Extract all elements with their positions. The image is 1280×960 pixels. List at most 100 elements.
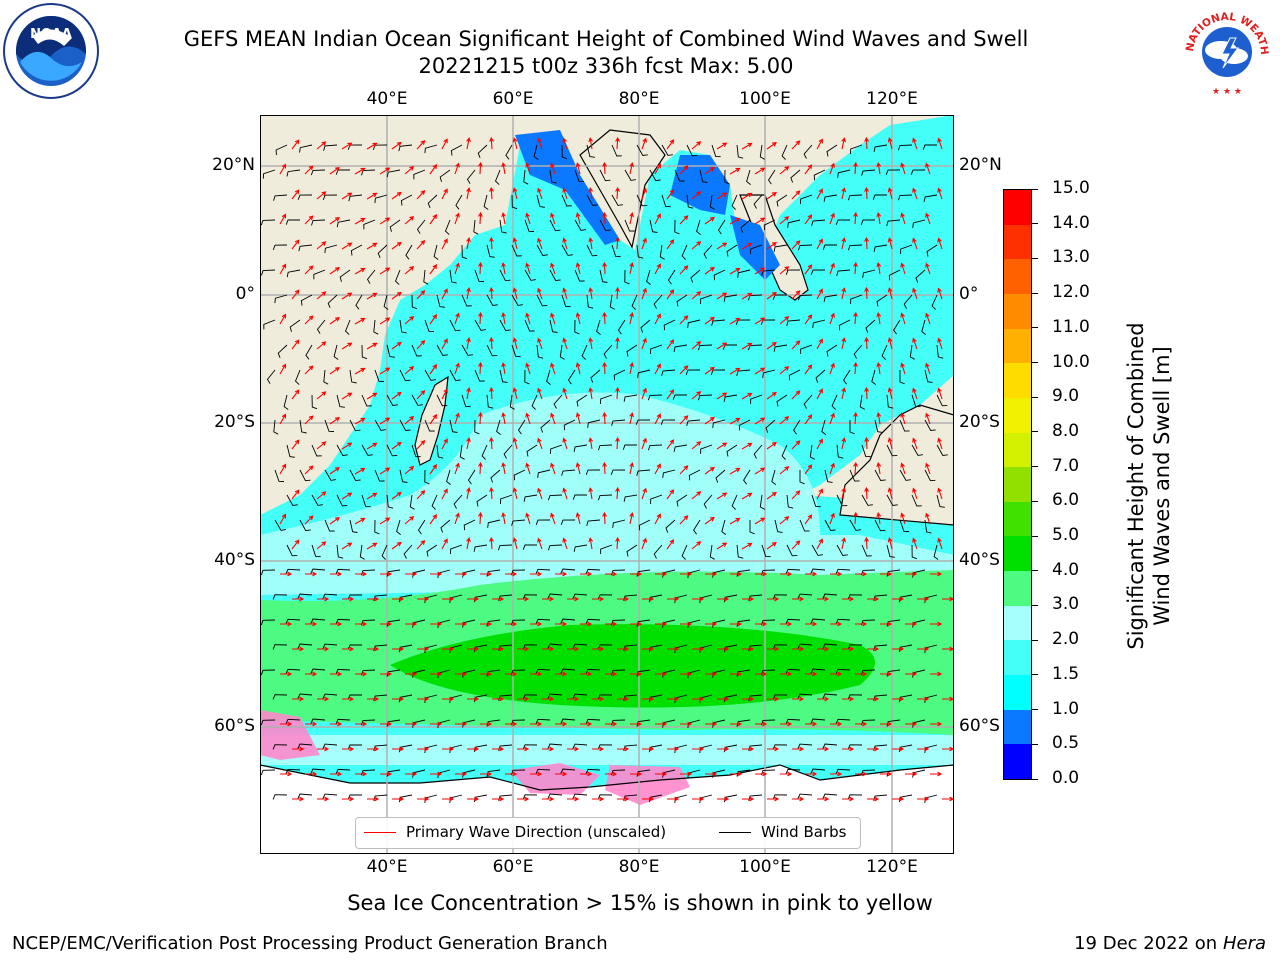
- wave-direction-arrow: [592, 646, 605, 652]
- wind-barb: [861, 544, 872, 557]
- wind-barb: [398, 144, 413, 152]
- wind-barb: [736, 719, 751, 727]
- wave-direction-arrow: [742, 646, 755, 652]
- wind-barb: [847, 594, 863, 600]
- wave-direction-arrow: [755, 671, 768, 677]
- lon-label-top: 80°E: [618, 89, 660, 109]
- wave-direction-arrow: [791, 240, 801, 250]
- wind-barb: [473, 219, 479, 235]
- wind-barb: [911, 394, 921, 408]
- wave-direction-arrow: [853, 461, 858, 475]
- colorbar-tick-mark: [1032, 466, 1038, 468]
- wind-barb: [773, 244, 788, 252]
- wind-barb: [383, 294, 389, 310]
- wind-barb: [322, 194, 338, 201]
- wind-barb: [550, 444, 563, 455]
- wind-barb: [386, 444, 398, 457]
- wind-barb: [785, 768, 801, 775]
- wave-direction-arrow: [305, 571, 318, 577]
- wave-direction-arrow: [366, 542, 378, 550]
- wind-barb: [822, 743, 838, 749]
- wave-direction-arrow: [466, 487, 471, 500]
- wave-direction-arrow: [602, 211, 607, 225]
- colorbar-tick-mark: [1032, 709, 1038, 711]
- wind-barb: [865, 319, 876, 333]
- wind-barb: [835, 718, 851, 725]
- wave-direction-arrow: [478, 161, 483, 175]
- wave-direction-arrow: [492, 796, 505, 802]
- wave-direction-arrow: [864, 336, 869, 350]
- wind-barb: [537, 469, 551, 478]
- wind-barb: [324, 419, 335, 432]
- wind-barb: [262, 169, 276, 179]
- wave-direction-arrow: [512, 337, 518, 350]
- wind-barb: [316, 319, 326, 334]
- wave-direction-arrow: [466, 437, 471, 450]
- wind-barb: [377, 244, 388, 258]
- wave-direction-arrow: [367, 696, 380, 702]
- wind-barb: [617, 319, 626, 335]
- wind-barb: [776, 194, 788, 207]
- wave-direction-arrow: [512, 187, 518, 200]
- wind-barb: [586, 144, 595, 158]
- wind-barb: [785, 568, 801, 575]
- wave-direction-arrow: [754, 467, 766, 475]
- wave-direction-arrow: [716, 342, 728, 350]
- wave-direction-arrow: [588, 137, 594, 150]
- wind-barb: [424, 469, 430, 485]
- wave-direction-arrow: [380, 571, 393, 577]
- wind-barb: [547, 494, 563, 501]
- wave-direction-arrow: [880, 771, 893, 777]
- lon-label-top: 40°E: [366, 89, 408, 109]
- wave-direction-arrow: [304, 465, 314, 475]
- wave-direction-arrow: [501, 262, 507, 275]
- wind-barb: [809, 444, 815, 460]
- wave-direction-arrow: [905, 621, 918, 627]
- nws-logo: NATIONAL WEATHER SERVICE ★ ★ ★: [1174, 0, 1276, 100]
- wave-direction-arrow: [441, 488, 448, 500]
- wind-barb: [810, 618, 826, 624]
- wave-direction-arrow: [887, 237, 893, 250]
- wave-direction-arrow: [667, 796, 680, 802]
- wind-barb: [823, 294, 838, 302]
- wind-barb: [386, 394, 398, 406]
- wind-barb: [797, 743, 813, 749]
- wind-barb: [436, 394, 448, 407]
- wind-barb: [361, 444, 373, 456]
- wind-barb: [774, 519, 783, 533]
- wind-barb: [600, 394, 613, 405]
- wind-barb: [797, 793, 813, 799]
- wave-direction-arrow: [767, 796, 780, 802]
- wave-direction-arrow: [792, 596, 805, 602]
- wave-direction-arrow: [417, 696, 430, 702]
- wind-barb: [260, 769, 276, 776]
- wind-barb: [524, 219, 535, 232]
- wave-direction-arrow: [742, 746, 755, 752]
- wind-barb: [536, 294, 548, 307]
- wind-barb: [349, 369, 357, 384]
- wave-direction-arrow: [354, 167, 366, 175]
- wave-direction-arrow: [442, 746, 455, 752]
- colorbar-tick-label: 9.0: [1052, 386, 1080, 407]
- svg-text:★ ★ ★: ★ ★ ★: [1212, 87, 1242, 97]
- wave-direction-arrow: [404, 166, 415, 175]
- wave-direction-arrow: [391, 141, 402, 150]
- wave-direction-arrow: [567, 646, 580, 652]
- wind-barb: [936, 344, 944, 359]
- lon-label-bottom: 60°E: [492, 857, 534, 877]
- wave-direction-arrow: [900, 412, 906, 425]
- wind-barb: [461, 344, 473, 356]
- wind-barb: [737, 269, 751, 278]
- wind-barb: [347, 644, 363, 650]
- wind-barb: [665, 519, 676, 533]
- wave-direction-arrow: [679, 165, 689, 175]
- wind-barb: [403, 544, 413, 559]
- wave-direction-arrow: [550, 362, 556, 375]
- wind-barb: [765, 419, 776, 433]
- wind-barbs-layer: [260, 144, 948, 804]
- wind-barb: [417, 519, 426, 535]
- wind-barb: [266, 369, 276, 384]
- wind-barb: [335, 668, 351, 675]
- wave-direction-arrow: [691, 241, 702, 250]
- wave-direction-arrow: [876, 411, 882, 425]
